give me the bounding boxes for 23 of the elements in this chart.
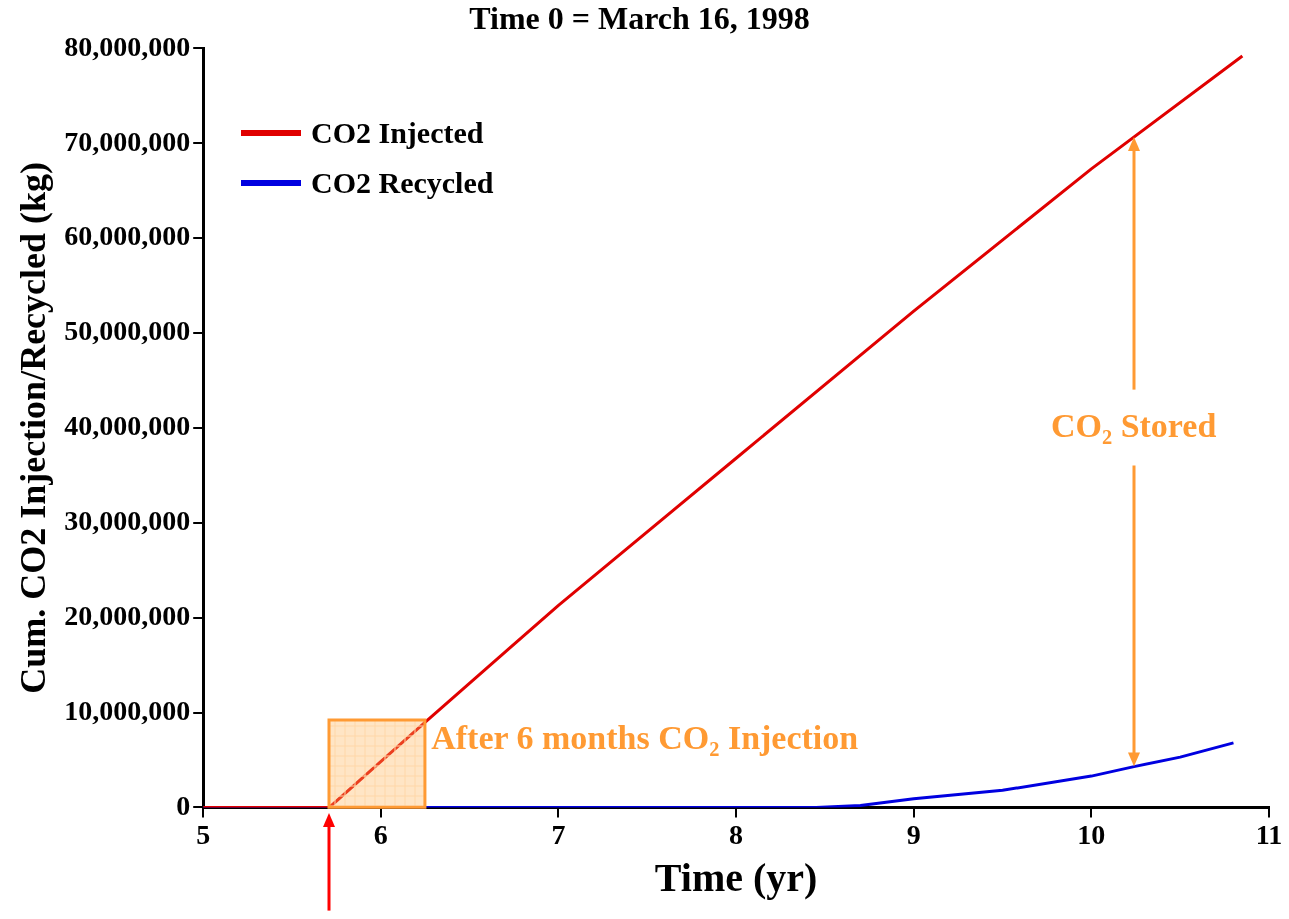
chart-title: Time 0 = March 16, 1998: [469, 0, 810, 37]
x-axis-title: Time (yr): [654, 855, 818, 901]
y-tick-label: 50,000,000: [64, 315, 191, 347]
y-tick-label: 10,000,000: [64, 694, 191, 726]
y-tick-label: 30,000,000: [64, 505, 191, 537]
y-axis-title: Cum. CO2 Injection/Recycled (kg): [12, 161, 53, 694]
x-tick-label: 9: [906, 819, 921, 851]
x-tick-label: 5: [196, 819, 211, 851]
x-tick-label: 11: [1255, 819, 1283, 851]
y-tick-label: 60,000,000: [64, 220, 191, 252]
y-tick-label: 40,000,000: [64, 410, 191, 442]
x-tick-label: 10: [1077, 819, 1106, 851]
x-tick-label: 6: [373, 819, 388, 851]
y-tick-label: 70,000,000: [64, 125, 191, 157]
annotation: After 6 months CO₂ Injection: [431, 718, 859, 756]
x-tick-label: 8: [729, 819, 744, 851]
y-tick-label: 0: [176, 789, 191, 821]
annotation: CO₂ Stored: [1050, 406, 1217, 444]
x-tick-label: 7: [551, 819, 566, 851]
y-tick-label: 80,000,000: [64, 30, 191, 62]
legend-label: CO2 Injected: [311, 116, 484, 150]
y-tick-label: 20,000,000: [64, 599, 191, 631]
legend-label: CO2 Recycled: [311, 166, 494, 200]
